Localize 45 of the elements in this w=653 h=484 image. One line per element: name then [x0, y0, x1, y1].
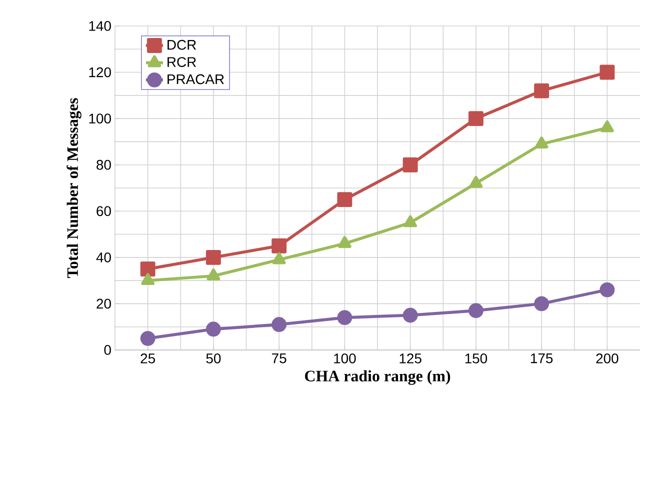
y-tick-label: 80 [96, 160, 111, 170]
point [600, 282, 615, 298]
legend-label: PRACAR [168, 74, 224, 84]
y-axis-title: Total Number of Messages [66, 98, 82, 278]
y-tick-label: 100 [89, 114, 111, 124]
point [338, 236, 352, 248]
x-tick-label: 75 [272, 354, 286, 364]
x-tick-label: 125 [400, 353, 422, 364]
point [140, 330, 156, 346]
y-tick-label: 60 [96, 206, 111, 216]
y-tick-label: 120 [89, 67, 111, 78]
point [272, 317, 287, 332]
point [600, 120, 614, 132]
x-tick-label: 200 [596, 353, 618, 364]
legend-label: DCR [168, 40, 196, 50]
point [140, 262, 156, 276]
x-tick-label: 50 [206, 353, 221, 364]
point [534, 83, 550, 98]
point [468, 303, 484, 318]
y-tick-label: 40 [96, 252, 111, 262]
point [600, 64, 615, 80]
legend-label: RCR [168, 57, 196, 67]
x-tick-label: 150 [465, 353, 488, 364]
point [272, 252, 286, 264]
x-tick-label: 25 [140, 353, 155, 364]
point [402, 157, 418, 172]
x-tick-label: 100 [334, 353, 356, 364]
x-axis-title: CHA radio range (m) [305, 370, 450, 385]
point [337, 192, 352, 208]
x-tick-label: 175 [530, 354, 553, 364]
point [206, 322, 221, 337]
point [534, 296, 550, 312]
point [469, 176, 483, 188]
point [404, 215, 417, 228]
point [337, 310, 352, 326]
point [206, 268, 220, 280]
point [468, 111, 484, 126]
point [534, 136, 548, 148]
point [141, 273, 154, 286]
point [272, 238, 287, 254]
y-tick-label: 140 [89, 21, 111, 31]
point [206, 250, 221, 265]
point [402, 308, 418, 323]
y-tick-label: 0 [104, 345, 111, 355]
y-tick-label: 20 [96, 298, 111, 309]
